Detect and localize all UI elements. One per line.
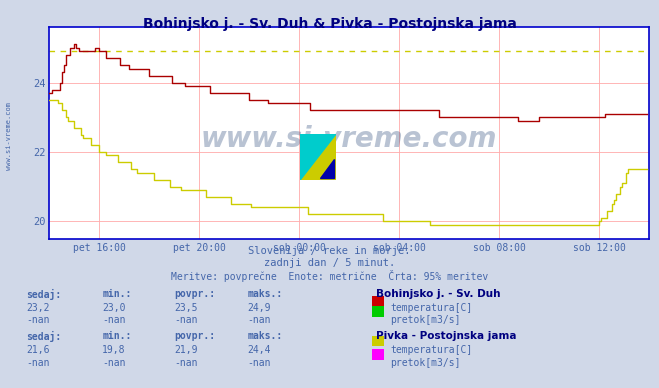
Text: temperatura[C]: temperatura[C] — [390, 303, 473, 314]
Text: 21,6: 21,6 — [26, 345, 50, 355]
Polygon shape — [320, 159, 334, 178]
Text: povpr.:: povpr.: — [175, 331, 215, 341]
Text: -nan: -nan — [247, 358, 271, 368]
Text: www.si-vreme.com: www.si-vreme.com — [5, 102, 12, 170]
Text: -nan: -nan — [175, 315, 198, 325]
Text: -nan: -nan — [247, 315, 271, 325]
Text: 21,9: 21,9 — [175, 345, 198, 355]
Text: temperatura[C]: temperatura[C] — [390, 345, 473, 355]
Polygon shape — [300, 134, 336, 180]
Text: sedaj:: sedaj: — [26, 331, 61, 341]
Text: -nan: -nan — [26, 315, 50, 325]
Text: Bohinjsko j. - Sv. Duh & Pivka - Postojnska jama: Bohinjsko j. - Sv. Duh & Pivka - Postojn… — [142, 17, 517, 31]
Text: 19,8: 19,8 — [102, 345, 126, 355]
Text: www.si-vreme.com: www.si-vreme.com — [201, 125, 498, 153]
Text: 23,0: 23,0 — [102, 303, 126, 314]
Text: -nan: -nan — [175, 358, 198, 368]
Text: 24,4: 24,4 — [247, 345, 271, 355]
Text: zadnji dan / 5 minut.: zadnji dan / 5 minut. — [264, 258, 395, 268]
Text: maks.:: maks.: — [247, 331, 282, 341]
Text: Pivka - Postojnska jama: Pivka - Postojnska jama — [376, 331, 516, 341]
Text: -nan: -nan — [102, 358, 126, 368]
Text: min.:: min.: — [102, 289, 132, 299]
Text: sedaj:: sedaj: — [26, 289, 61, 300]
Text: 23,2: 23,2 — [26, 303, 50, 314]
Text: 24,9: 24,9 — [247, 303, 271, 314]
Text: maks.:: maks.: — [247, 289, 282, 299]
Text: -nan: -nan — [26, 358, 50, 368]
Text: Meritve: povprečne  Enote: metrične  Črta: 95% meritev: Meritve: povprečne Enote: metrične Črta:… — [171, 270, 488, 282]
Text: povpr.:: povpr.: — [175, 289, 215, 299]
Text: 23,5: 23,5 — [175, 303, 198, 314]
Text: min.:: min.: — [102, 331, 132, 341]
Text: Bohinjsko j. - Sv. Duh: Bohinjsko j. - Sv. Duh — [376, 289, 500, 299]
Text: pretok[m3/s]: pretok[m3/s] — [390, 358, 461, 368]
Polygon shape — [300, 134, 336, 180]
Text: Slovenija / reke in morje.: Slovenija / reke in morje. — [248, 246, 411, 256]
Text: pretok[m3/s]: pretok[m3/s] — [390, 315, 461, 325]
Text: -nan: -nan — [102, 315, 126, 325]
